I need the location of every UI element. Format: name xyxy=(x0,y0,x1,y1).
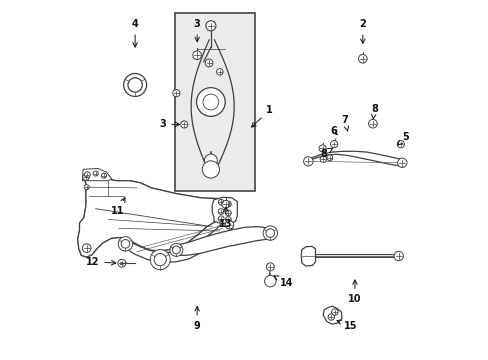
Circle shape xyxy=(225,217,231,222)
Circle shape xyxy=(330,140,337,148)
Circle shape xyxy=(172,246,180,254)
Circle shape xyxy=(196,87,225,116)
Circle shape xyxy=(225,210,231,216)
Polygon shape xyxy=(304,151,405,166)
Circle shape xyxy=(264,275,276,287)
Circle shape xyxy=(263,226,277,240)
Text: 2: 2 xyxy=(359,19,366,44)
Circle shape xyxy=(331,309,337,315)
Circle shape xyxy=(205,21,216,31)
Circle shape xyxy=(118,259,125,267)
Circle shape xyxy=(202,161,219,178)
Text: 10: 10 xyxy=(347,280,361,304)
Circle shape xyxy=(218,199,224,205)
Text: 1: 1 xyxy=(251,105,272,127)
Circle shape xyxy=(265,229,274,237)
Circle shape xyxy=(93,171,98,176)
Text: 3: 3 xyxy=(159,120,179,129)
Circle shape xyxy=(224,221,233,229)
Circle shape xyxy=(82,244,91,252)
Text: 7: 7 xyxy=(341,116,348,131)
Text: 3: 3 xyxy=(193,19,200,42)
Circle shape xyxy=(150,249,170,270)
Circle shape xyxy=(393,251,403,261)
Text: 13: 13 xyxy=(219,207,232,229)
Circle shape xyxy=(397,158,406,167)
Circle shape xyxy=(82,174,89,180)
Circle shape xyxy=(320,156,326,162)
Circle shape xyxy=(205,59,213,67)
Polygon shape xyxy=(174,226,273,255)
Text: 14: 14 xyxy=(273,276,293,288)
FancyBboxPatch shape xyxy=(174,13,255,191)
Text: 8: 8 xyxy=(320,148,332,159)
Circle shape xyxy=(121,239,129,248)
Circle shape xyxy=(266,263,274,271)
Polygon shape xyxy=(323,306,341,324)
Circle shape xyxy=(327,314,334,320)
Polygon shape xyxy=(212,197,237,224)
Circle shape xyxy=(169,243,183,256)
Circle shape xyxy=(118,237,132,251)
Circle shape xyxy=(368,120,376,128)
Text: 4: 4 xyxy=(131,19,138,47)
Circle shape xyxy=(172,90,180,97)
Circle shape xyxy=(180,121,187,128)
Polygon shape xyxy=(301,246,315,266)
Text: 9: 9 xyxy=(193,306,200,330)
Circle shape xyxy=(101,173,106,178)
Polygon shape xyxy=(82,168,112,181)
Circle shape xyxy=(128,78,142,92)
Circle shape xyxy=(396,140,404,148)
Circle shape xyxy=(123,73,146,96)
Circle shape xyxy=(84,185,89,190)
Circle shape xyxy=(319,145,325,152)
Text: 6: 6 xyxy=(329,126,336,135)
Circle shape xyxy=(225,201,231,207)
Text: 15: 15 xyxy=(336,320,357,331)
Polygon shape xyxy=(78,169,235,257)
Polygon shape xyxy=(124,220,233,262)
Circle shape xyxy=(216,69,223,75)
Circle shape xyxy=(222,201,229,208)
Text: 12: 12 xyxy=(85,257,116,267)
Circle shape xyxy=(303,157,312,166)
Polygon shape xyxy=(78,169,235,257)
Circle shape xyxy=(326,155,332,161)
Circle shape xyxy=(218,216,224,222)
Circle shape xyxy=(203,94,218,110)
Circle shape xyxy=(192,51,201,59)
Circle shape xyxy=(154,253,166,266)
Circle shape xyxy=(84,172,90,177)
Text: 11: 11 xyxy=(111,198,125,216)
Circle shape xyxy=(358,54,366,63)
Text: 5: 5 xyxy=(397,132,408,145)
Text: 8: 8 xyxy=(370,104,377,119)
Circle shape xyxy=(204,154,217,167)
Circle shape xyxy=(218,209,224,215)
